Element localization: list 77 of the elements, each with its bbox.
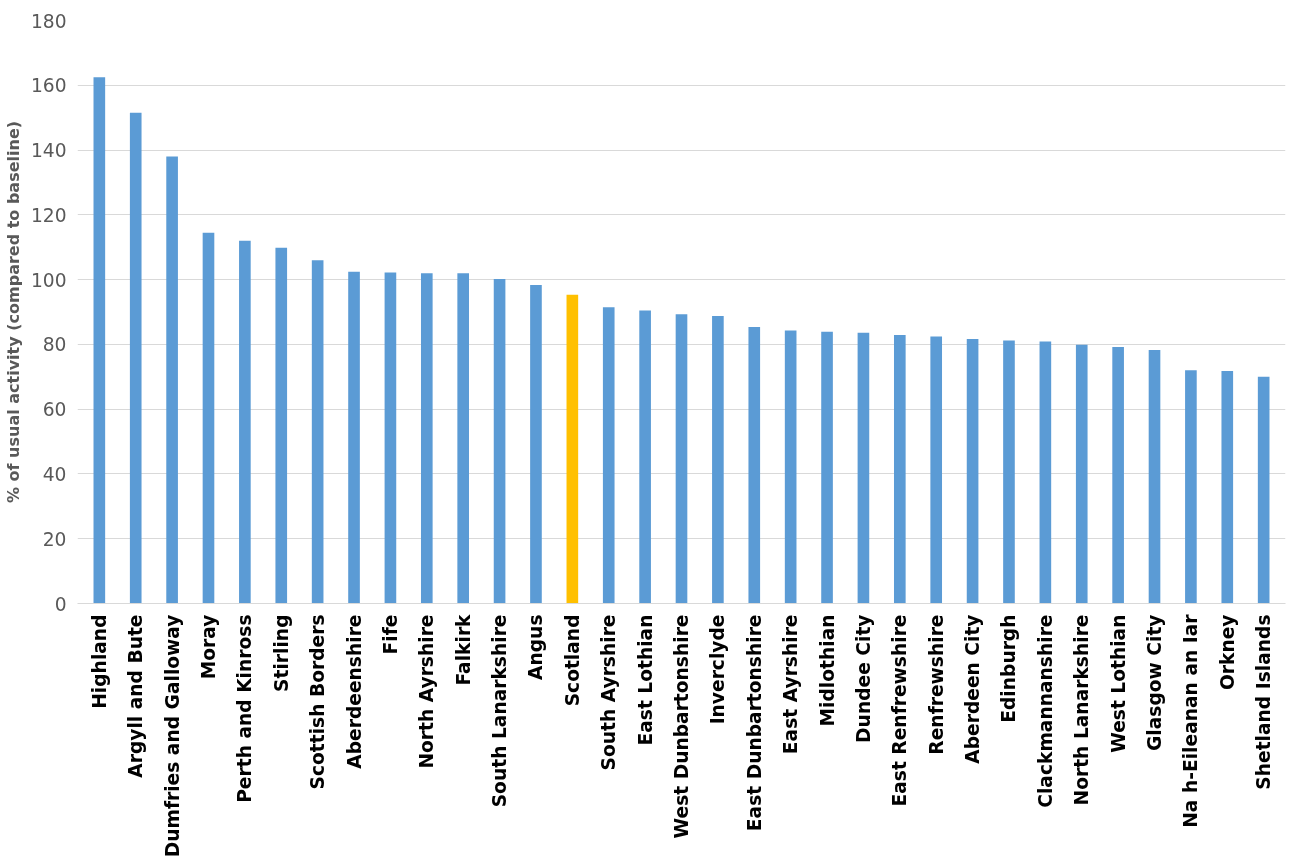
bar: [384, 272, 397, 604]
x-tick-label: North Lanarkshire: [1071, 614, 1093, 806]
x-tick-label: Aberdeen City: [962, 614, 984, 764]
x-tick-label: Dundee City: [852, 614, 874, 743]
x-tick-label: Clackmannanshire: [1034, 614, 1056, 808]
x-tick-label: Inverclyde: [707, 614, 729, 725]
bar: [1221, 370, 1234, 604]
x-tick-label: North Ayrshire: [416, 614, 438, 769]
y-tick-label: 20: [42, 528, 67, 550]
bar: [602, 307, 615, 604]
x-tick-label: Falkirk: [452, 613, 474, 686]
x-tick-label: Aberdeenshire: [343, 614, 365, 769]
bar: [966, 338, 979, 604]
x-tick-label: Glasgow City: [1144, 614, 1166, 751]
x-tick-label: West Dunbartonshire: [671, 614, 692, 839]
bar: [420, 273, 433, 604]
bar: [639, 310, 651, 604]
bar: [821, 331, 833, 604]
bar: [748, 326, 761, 604]
bar: [493, 278, 506, 604]
x-tick-label: East Lothian: [634, 614, 656, 746]
y-tick-label: 80: [42, 334, 67, 356]
bar: [129, 112, 142, 604]
x-tick-label: Orkney: [1216, 614, 1238, 691]
y-tick-label: 60: [42, 399, 67, 421]
x-tick-label: East Dunbartonshire: [743, 614, 765, 832]
bar: [457, 273, 470, 604]
bar: [239, 240, 251, 604]
bar: [1003, 340, 1015, 604]
x-tick-label: Angus: [525, 614, 547, 680]
x-tick-label: Highland: [88, 614, 110, 709]
x-tick-label: Scottish Borders: [307, 614, 329, 790]
y-tick-label: 100: [30, 269, 67, 291]
bar: [930, 336, 943, 604]
x-tick-label: Stirling: [270, 614, 292, 692]
x-tick-label: Fife: [379, 614, 401, 655]
x-tick-label: Midlothian: [816, 614, 838, 727]
x-tick-label: East Ayrshire: [780, 614, 802, 755]
bar: [93, 77, 106, 604]
bar: [1148, 349, 1161, 604]
x-tick-label: Moray: [197, 614, 219, 680]
x-tick-label: Dumfries and Galloway: [161, 614, 183, 858]
x-tick-label: Na h-Eileanan an Iar: [1180, 613, 1202, 828]
y-tick-label: 120: [30, 204, 67, 226]
y-tick-label: 0: [54, 593, 67, 615]
y-axis-title: % of usual activity (compared to baseline): [3, 120, 23, 504]
x-tick-label: Argyll and Bute: [125, 614, 147, 778]
x-tick-label: West Lothian: [1107, 614, 1129, 753]
bar: [784, 330, 797, 604]
x-tick-label: South Ayrshire: [598, 614, 620, 771]
y-tick-label: 160: [30, 75, 67, 97]
bar: [1185, 370, 1197, 604]
y-tick-label: 40: [42, 463, 67, 485]
bar: [1075, 344, 1088, 604]
y-tick-label: 180: [30, 10, 67, 32]
x-tick-label: East Renfrewshire: [889, 614, 911, 807]
x-tick-label: Renfrewshire: [925, 614, 947, 755]
bar: [166, 156, 178, 604]
x-tick-label: Edinburgh: [998, 614, 1020, 723]
bar: [530, 285, 542, 604]
x-tick-label: South Lanarkshire: [489, 614, 511, 808]
x-tick-label: Scotland: [561, 614, 583, 707]
bar: [311, 260, 324, 604]
bar: [1257, 376, 1270, 604]
y-tick-label: 140: [30, 140, 67, 162]
bar: [275, 247, 288, 604]
bar: [1112, 346, 1124, 604]
bar: [675, 314, 688, 604]
bar: [893, 335, 906, 604]
bar: [1039, 341, 1052, 604]
x-tick-label: Perth and Kinross: [234, 614, 256, 803]
bar: [566, 294, 579, 604]
x-tick-label: Shetland Islands: [1253, 614, 1275, 790]
bar: [712, 315, 724, 604]
bar: [348, 271, 360, 604]
bar: [857, 332, 870, 604]
bar: [202, 232, 215, 604]
